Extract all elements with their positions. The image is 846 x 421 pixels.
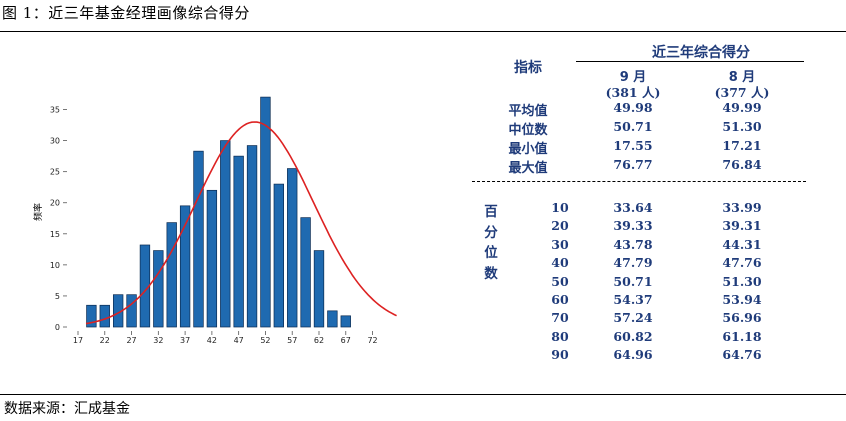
percentile-row-col2: 39.31 (722, 218, 762, 234)
histogram-bar (86, 304, 97, 328)
summary-row-label: 平均值 (508, 104, 548, 119)
histogram-bar (260, 96, 271, 328)
summary-row-label: 中位数 (508, 123, 548, 138)
x-tick-label: 22 (100, 336, 110, 345)
percentile-row-p: 70 (551, 310, 569, 326)
percentile-row-col2: 53.94 (722, 292, 762, 307)
percentile-row-col1: 60.82 (613, 328, 653, 344)
y-tick-label: 30 (50, 137, 60, 146)
x-tick-label: 67 (341, 336, 351, 345)
histogram-bar (233, 155, 244, 328)
col2-count: (377 人) (714, 85, 770, 100)
y-tick-label: 15 (50, 230, 60, 239)
y-tick-label: 10 (50, 261, 60, 270)
percentile-row-col2: 61.18 (722, 328, 762, 344)
dash-divider (472, 181, 806, 182)
x-tick-label: 32 (153, 336, 163, 345)
histogram-bar (287, 168, 298, 328)
x-tick-label: 72 (367, 336, 377, 345)
percentile-row-p: 50 (551, 273, 569, 289)
percentile-row-col2: 64.76 (722, 347, 762, 363)
percentile-row-col1: 50.71 (613, 273, 653, 289)
summary-row-col2: 51.30 (722, 119, 762, 134)
percentile-row-col2: 33.99 (722, 200, 762, 215)
histogram-bar (166, 222, 177, 328)
y-tick-label: 0 (55, 323, 60, 332)
percentile-row-col1: 64.96 (613, 347, 653, 363)
x-tick-label: 37 (180, 336, 190, 345)
histogram-bar (273, 183, 284, 328)
y-tick-label: 20 (50, 199, 60, 208)
percentile-row-p: 40 (551, 255, 569, 271)
header-rule (576, 61, 804, 62)
y-tick-label: 5 (55, 292, 60, 301)
histogram-bar (179, 205, 191, 328)
statistics-table: 近三年综合得分 指标 9 月 (381 人) 8 月 (377 人) 平均值 49… (470, 32, 846, 392)
percentile-row-col1: 39.33 (613, 218, 653, 234)
percentile-label: 百分位数 (484, 204, 498, 282)
normal-fit-curve (85, 121, 397, 325)
histogram-bar (220, 140, 231, 328)
source-note: 数据来源：汇成基金 (4, 401, 130, 417)
percentile-row-col2: 51.30 (722, 273, 762, 289)
x-tick-label: 57 (287, 336, 297, 345)
y-axis-label: 频率 (32, 203, 44, 221)
histogram-bar (193, 150, 204, 328)
percentile-row-col1: 57.24 (613, 310, 653, 326)
summary-row-col2: 49.99 (722, 100, 762, 115)
percentile-row-col2: 47.76 (722, 255, 762, 271)
histogram-bar (153, 250, 164, 328)
col1-month: 9 月 (619, 70, 647, 85)
summary-row-label: 最小值 (508, 142, 548, 157)
histogram-bar (300, 217, 311, 328)
percentile-row-p: 20 (551, 218, 569, 234)
x-tick-label: 42 (207, 336, 217, 345)
histogram-bars (86, 96, 351, 328)
percentile-row-p: 30 (551, 236, 569, 252)
indicator-header: 指标 (514, 60, 542, 76)
percentile-row-col1: 54.37 (613, 292, 653, 307)
x-tick-label: 47 (234, 336, 244, 345)
x-axis: 17 22 27 32 37 42 47 52 57 62 67 72 (73, 331, 378, 345)
summary-row-col2: 76.84 (722, 157, 762, 172)
histogram-bar (126, 294, 137, 328)
histogram-bar (99, 304, 110, 328)
histogram-bar (246, 145, 258, 328)
x-tick-label: 27 (126, 336, 136, 345)
percentile-row-col1: 33.64 (613, 200, 653, 215)
percentile-row-col2: 44.31 (722, 236, 762, 252)
top-rule (0, 31, 846, 32)
percentile-row-col1: 47.79 (613, 255, 653, 271)
y-tick-label: 25 (50, 168, 60, 177)
percentile-row-col1: 43.78 (613, 236, 653, 252)
summary-row-col1: 50.71 (613, 119, 653, 134)
summary-row-col2: 17.21 (722, 138, 762, 153)
histogram-bar (313, 250, 325, 328)
y-axis: 0 5 10 15 20 25 30 35 (50, 106, 67, 332)
bottom-rule (0, 394, 846, 395)
percentile-row-p: 60 (551, 292, 569, 307)
summary-row-col1: 76.77 (613, 157, 653, 172)
summary-row-col1: 17.55 (613, 138, 653, 153)
summary-row-col1: 49.98 (613, 100, 653, 115)
percentile-row-p: 10 (551, 200, 569, 215)
histogram-bar (327, 310, 338, 328)
col2-month: 8 月 (728, 70, 756, 85)
summary-row-label: 最大值 (508, 161, 548, 176)
x-tick-label: 62 (314, 336, 324, 345)
col1-count: (381 人) (605, 85, 661, 100)
histogram-bar (206, 189, 218, 328)
x-tick-label: 52 (260, 336, 270, 345)
y-tick-label: 35 (50, 106, 60, 115)
percentile-row-p: 80 (551, 328, 569, 344)
histogram-bar (340, 315, 351, 328)
percentile-row-col2: 56.96 (722, 310, 762, 326)
percentile-row-p: 90 (551, 347, 569, 363)
figure-title: 图 1：近三年基金经理画像综合得分 (2, 4, 250, 22)
x-tick-label: 17 (73, 336, 83, 345)
header-group: 近三年综合得分 (652, 45, 750, 61)
